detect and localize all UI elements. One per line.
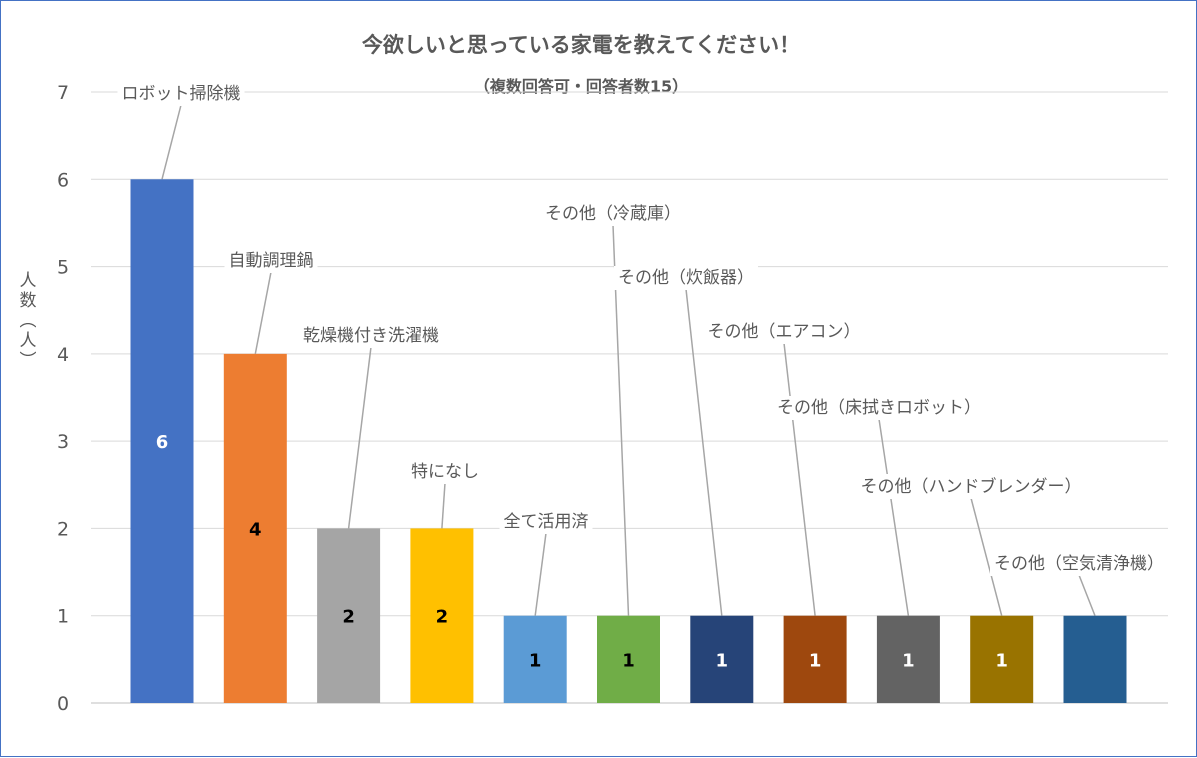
leader-line: [1078, 574, 1096, 616]
category-label: その他（空気清浄機）: [994, 554, 1164, 574]
leader-line: [441, 482, 446, 529]
y-tick-label: 0: [57, 693, 69, 715]
category-label: 特になし: [411, 462, 479, 482]
category-label: その他（炊飯器）: [618, 268, 754, 288]
category-label: 自動調理鍋: [229, 251, 314, 271]
category-label: その他（ハンドブレンダー）: [861, 476, 1082, 497]
leader-line: [878, 418, 910, 616]
bar: [783, 615, 847, 703]
data-label: 1: [809, 650, 822, 671]
bar: [690, 615, 754, 703]
leader-line: [534, 532, 547, 616]
category-label-bg: [117, 82, 245, 106]
data-label: 1: [995, 650, 1008, 671]
category-label-bg: [407, 460, 483, 484]
leader-line: [612, 224, 630, 616]
data-label: 2: [342, 607, 355, 628]
category-label: ロボット掃除機: [122, 84, 241, 104]
bar: [876, 615, 940, 703]
leader-line: [347, 346, 372, 529]
leader-line: [254, 271, 272, 354]
leader-line: [970, 497, 1003, 616]
y-axis-label-char: 人: [19, 331, 37, 351]
data-label: 1: [622, 650, 635, 671]
category-label-bg: [773, 396, 985, 420]
category-label-bg: [541, 202, 685, 226]
y-tick-label: 5: [57, 257, 69, 279]
y-axis-label-char: ︵: [19, 311, 37, 331]
y-tick-label: 3: [57, 431, 69, 453]
category-label: その他（冷蔵庫）: [545, 204, 681, 224]
category-label: 乾燥機付き洗濯機: [303, 326, 439, 346]
category-label: その他（エアコン）: [708, 322, 861, 342]
category-label-bg: [614, 266, 758, 290]
y-tick-label: 4: [57, 344, 69, 366]
y-axis-label-char: ︶: [19, 351, 37, 371]
category-label-bg: [703, 320, 865, 344]
category-label-bg: [224, 249, 318, 273]
data-label: 1: [716, 650, 729, 671]
data-label: 2: [436, 607, 449, 628]
bar: [597, 615, 660, 703]
data-label: 1: [902, 650, 915, 671]
bar: [1063, 615, 1127, 703]
bar: [410, 528, 474, 703]
bar: [130, 179, 194, 704]
leader-line: [161, 104, 182, 180]
y-tick-label: 1: [57, 606, 69, 628]
category-label: その他（床拭きロボット）: [777, 398, 981, 418]
category-label-bg: [299, 324, 443, 348]
data-label: 6: [156, 432, 169, 453]
data-label: 1: [529, 650, 542, 671]
y-tick-label: 6: [57, 169, 69, 191]
bar: [503, 615, 567, 703]
y-tick-label: 2: [57, 518, 69, 540]
y-axis-label: 人数 ︵ 人 ︶: [17, 271, 39, 371]
bar: [970, 615, 1034, 703]
category-label-bg: [499, 510, 593, 534]
chart-subtitle: （複数回答可・回答者数15）: [473, 77, 689, 96]
category-label-bg: [856, 474, 1086, 499]
bar: [223, 353, 287, 703]
leader-line: [685, 288, 723, 616]
data-label: 4: [249, 519, 262, 540]
leader-line: [783, 342, 816, 616]
bar: [317, 528, 381, 703]
y-axis-label-char: 数: [19, 291, 37, 311]
y-tick-label: 7: [57, 82, 69, 104]
chart-title: 今欲しいと思っている家電を教えてください！: [361, 33, 801, 57]
category-label: 全て活用済: [504, 512, 589, 532]
y-axis-label-char: 人: [19, 271, 37, 291]
category-label-bg: [990, 552, 1168, 576]
